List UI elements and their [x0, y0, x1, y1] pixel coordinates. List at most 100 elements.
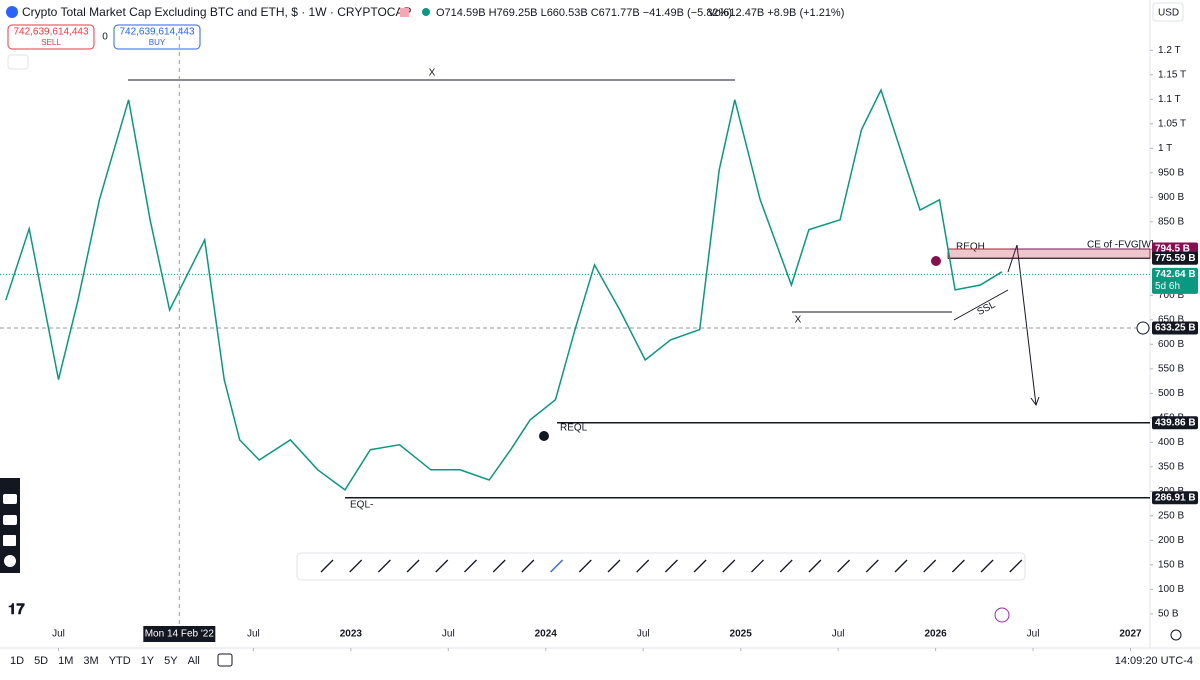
y-tick-label: 1.1 T [1158, 94, 1181, 105]
tv-logo: 𝟏𝟕 [8, 601, 25, 618]
range-button[interactable]: All [188, 655, 200, 667]
y-tick-label: 50 B [1158, 608, 1179, 619]
tool-icon [492, 559, 506, 573]
clock: 14:09:20 UTC-4 [1115, 655, 1193, 667]
x-tick-label: 2025 [730, 629, 753, 640]
spread: 0 [102, 32, 108, 43]
crosshair-label-bg [143, 626, 216, 642]
tool-icon [550, 559, 564, 573]
countdown: 5d 6h [1155, 281, 1180, 292]
range-button[interactable]: 1Y [141, 655, 155, 667]
tool-icon [837, 559, 851, 573]
price-label: 742.64 B [1155, 269, 1196, 280]
collapse-button[interactable] [7, 54, 29, 70]
annotation: REQH [956, 242, 985, 253]
flag[interactable] [400, 8, 409, 17]
buy-button[interactable] [113, 24, 201, 50]
tool-icon [377, 559, 391, 573]
range-button[interactable]: 3M [83, 655, 98, 667]
marker [931, 256, 941, 266]
tool-icon [980, 559, 994, 573]
price-label-bg [1152, 321, 1198, 335]
x-tick-label: Jul [52, 629, 65, 640]
tool-icon [464, 559, 477, 573]
x-tick-label: Jul [832, 629, 845, 640]
price-label: 439.86 B [1155, 417, 1196, 428]
tool-icon [923, 559, 937, 573]
video-icon[interactable] [3, 515, 17, 525]
tool-icon [578, 559, 592, 573]
alert-icon[interactable] [994, 607, 1010, 623]
y-tick-label: 950 B [1158, 167, 1184, 178]
y-tick-label: 700 B [1158, 290, 1184, 301]
annotation: EQL- [350, 500, 373, 511]
sell-label: SELL [41, 38, 61, 47]
drawing-toolbar [296, 552, 1026, 581]
settings-icon[interactable] [4, 555, 16, 567]
tool-icon [865, 559, 879, 573]
footer: 1D 5D 1M 3M YTD 1Y 5Y All [10, 655, 200, 667]
y-tick-label: 850 B [1158, 216, 1184, 227]
price-label: 633.25 B [1155, 323, 1196, 334]
annotation: X [429, 68, 436, 79]
copy-icon[interactable] [3, 535, 16, 546]
logo [6, 6, 18, 18]
calendar-icon[interactable] [217, 653, 233, 667]
annotation: REQL [560, 423, 588, 434]
tool-icon [636, 559, 650, 573]
currency-button[interactable] [1152, 2, 1184, 22]
range-button[interactable]: 1D [10, 655, 24, 667]
price-label-bg [1152, 491, 1198, 505]
price-label-bg [1152, 251, 1198, 265]
range-button[interactable]: 5D [34, 655, 48, 667]
tool-icon [1009, 559, 1023, 573]
projection [1007, 244, 1037, 406]
annotation: CE of -FVG[W] [1087, 240, 1154, 251]
x-tick-label: Jul [442, 629, 455, 640]
price-label-bg [1152, 416, 1198, 430]
range-button[interactable]: YTD [109, 655, 131, 667]
tool-icon [693, 559, 707, 573]
marker [539, 431, 549, 441]
y-tick-label: 150 B [1158, 559, 1184, 570]
price-label-bg [1152, 267, 1198, 294]
camera-icon[interactable] [3, 494, 17, 504]
range-button[interactable]: 1M [58, 655, 73, 667]
tool-icon [349, 559, 363, 573]
arrow-head [1030, 396, 1040, 407]
x-tick-label: Jul [247, 629, 260, 640]
tool-icon [808, 559, 822, 573]
buy-price: 742,639,614,443 [119, 27, 195, 38]
y-tick-label: 1.05 T [1158, 118, 1186, 129]
tools [320, 559, 1023, 573]
drawn-line [953, 289, 1009, 321]
status [422, 8, 430, 16]
y-tick-label: 550 B [1158, 363, 1184, 374]
settings-icon[interactable] [1170, 629, 1182, 641]
y-tick-label: 350 B [1158, 461, 1184, 472]
price-label: 286.91 B [1155, 492, 1196, 503]
tool-icon [406, 559, 420, 573]
range-button[interactable]: 5Y [164, 655, 178, 667]
y-tick-label: 1.15 T [1158, 69, 1186, 80]
tool-icon [521, 559, 535, 573]
tool-icon [722, 559, 736, 573]
ohlc: O714.59B H769.25B L660.53B C671.77B −41.… [436, 7, 732, 19]
y-tick-label: 650 B [1158, 314, 1184, 325]
sell-button[interactable] [7, 24, 95, 50]
tool-icon [894, 559, 908, 573]
tool-icon [435, 559, 449, 573]
tool-icon [664, 559, 678, 573]
y-tick-label: 400 B [1158, 437, 1184, 448]
tool-icon [779, 559, 793, 573]
tool-icon [751, 559, 764, 573]
y-tick-label: 1.2 T [1158, 45, 1181, 56]
tool-icon [607, 559, 621, 573]
title: Crypto Total Market Cap Excluding BTC an… [22, 5, 411, 19]
price-label: 794.5 B [1155, 244, 1190, 255]
x-tick-label: 2027 [1119, 629, 1142, 640]
fvg-zone [947, 248, 1151, 259]
y-tick-label: 200 B [1158, 535, 1184, 546]
tool-icon [951, 559, 965, 573]
